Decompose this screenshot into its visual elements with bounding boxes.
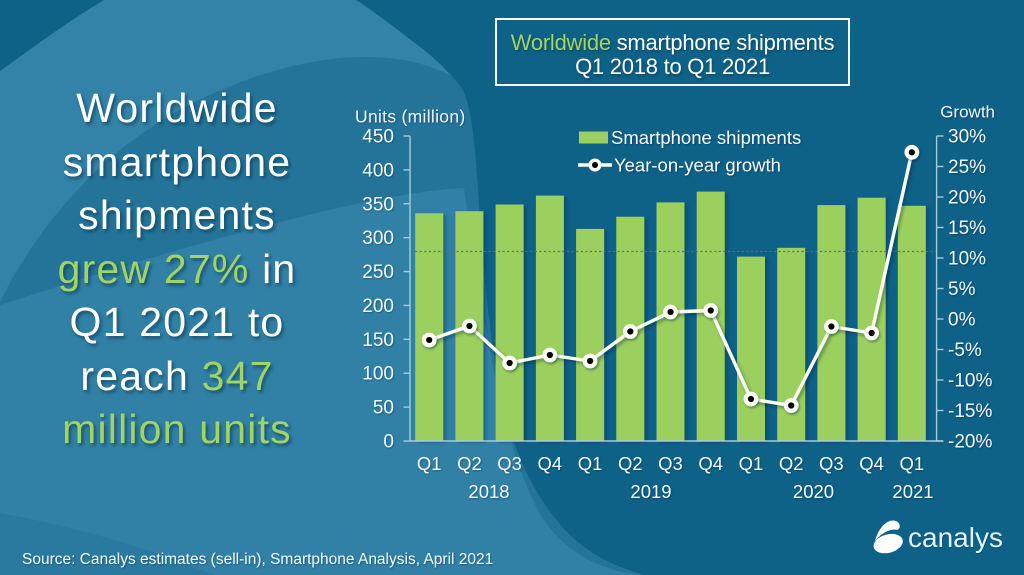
svg-text:Q1: Q1 (899, 453, 924, 474)
svg-text:Year-on-year growth: Year-on-year growth (614, 155, 781, 176)
svg-text:50: 50 (373, 398, 394, 419)
svg-text:Q4: Q4 (698, 453, 723, 474)
svg-text:450: 450 (362, 127, 394, 148)
svg-text:Q1: Q1 (578, 453, 603, 474)
svg-text:2019: 2019 (630, 481, 671, 502)
svg-text:0: 0 (383, 432, 394, 453)
svg-text:25%: 25% (948, 157, 986, 178)
svg-text:150: 150 (362, 330, 394, 351)
svg-text:350: 350 (362, 194, 394, 215)
svg-text:-5%: -5% (948, 340, 982, 361)
svg-text:20%: 20% (948, 188, 986, 209)
svg-text:Q3: Q3 (658, 453, 683, 474)
svg-text:2020: 2020 (793, 481, 834, 502)
svg-text:Q2: Q2 (457, 453, 482, 474)
svg-text:Smartphone shipments: Smartphone shipments (611, 127, 801, 148)
svg-text:Q4: Q4 (538, 453, 563, 474)
svg-text:400: 400 (362, 160, 394, 181)
svg-text:300: 300 (362, 228, 394, 249)
svg-text:100: 100 (362, 364, 394, 385)
svg-text:Units (million): Units (million) (355, 107, 465, 127)
svg-text:-15%: -15% (948, 401, 992, 422)
svg-text:0%: 0% (948, 310, 976, 331)
svg-text:Q2: Q2 (779, 453, 804, 474)
svg-text:Q1: Q1 (417, 453, 442, 474)
svg-text:Q3: Q3 (819, 453, 844, 474)
svg-text:Growth: Growth (940, 103, 995, 122)
svg-text:15%: 15% (948, 218, 986, 239)
svg-text:5%: 5% (948, 279, 976, 300)
svg-text:canalys: canalys (908, 522, 1003, 553)
svg-text:2018: 2018 (468, 481, 509, 502)
svg-text:200: 200 (362, 296, 394, 317)
svg-text:30%: 30% (948, 127, 986, 148)
svg-text:-20%: -20% (948, 432, 992, 453)
svg-text:2021: 2021 (892, 481, 933, 502)
svg-text:Q3: Q3 (497, 453, 522, 474)
svg-text:-10%: -10% (948, 371, 992, 392)
svg-text:250: 250 (362, 262, 394, 283)
svg-text:Q2: Q2 (618, 453, 643, 474)
svg-text:Q1: Q1 (739, 453, 764, 474)
svg-text:10%: 10% (948, 249, 986, 270)
svg-text:Q4: Q4 (859, 453, 884, 474)
